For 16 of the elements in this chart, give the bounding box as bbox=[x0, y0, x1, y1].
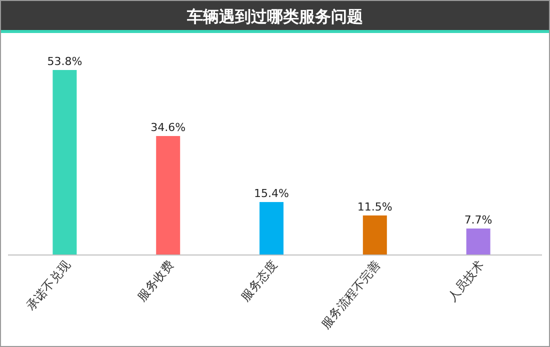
bar bbox=[156, 136, 180, 255]
x-tick-label: 服务态度 bbox=[238, 258, 280, 304]
chart-title: 车辆遇到过哪类服务问题 bbox=[186, 7, 363, 26]
bar bbox=[362, 215, 387, 255]
data-label: 53.8% bbox=[47, 55, 82, 68]
data-label: 11.5% bbox=[357, 200, 392, 214]
data-label: 34.6% bbox=[150, 121, 186, 134]
x-tick-label: 服务流程不完善 bbox=[318, 258, 384, 332]
data-label: 7.7% bbox=[464, 214, 492, 227]
bar bbox=[52, 70, 77, 255]
x-tick-label: 服务收费 bbox=[134, 258, 176, 304]
x-tick-label: 承诺不兑现 bbox=[24, 258, 73, 313]
x-tick-label: 人员技术 bbox=[445, 258, 487, 304]
bar bbox=[260, 202, 284, 255]
bar bbox=[466, 228, 490, 255]
data-label: 15.4% bbox=[254, 187, 289, 200]
